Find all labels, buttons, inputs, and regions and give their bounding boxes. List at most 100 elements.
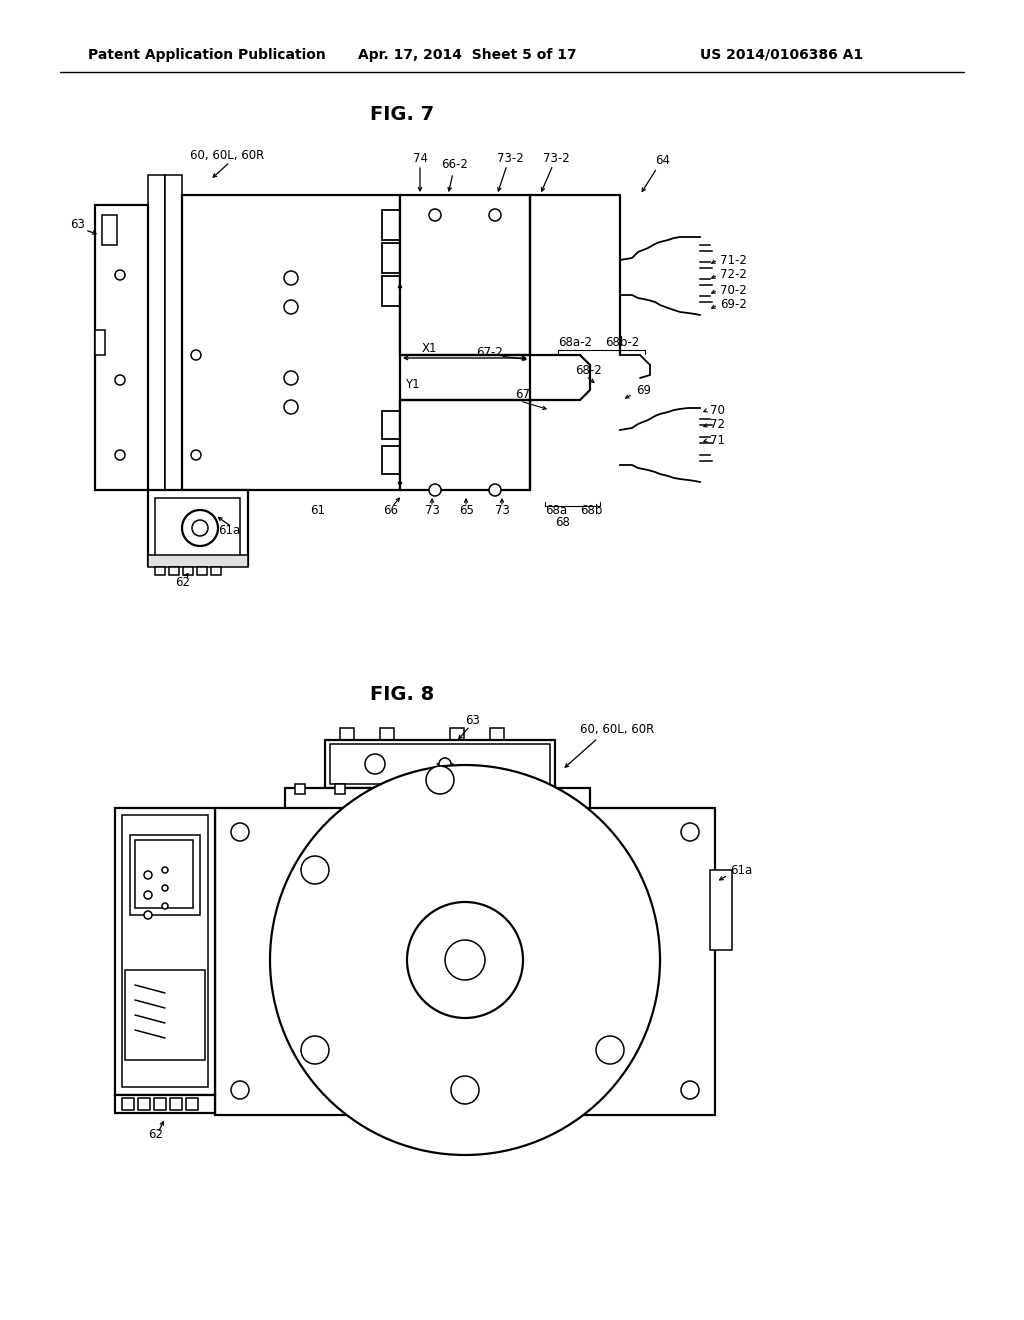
Circle shape <box>681 1081 699 1100</box>
Text: X1: X1 <box>422 342 437 355</box>
Circle shape <box>284 300 298 314</box>
Text: 67-2: 67-2 <box>476 346 503 359</box>
Bar <box>169 568 179 576</box>
Text: 67: 67 <box>515 388 530 401</box>
Circle shape <box>144 911 152 919</box>
Bar <box>295 784 305 795</box>
Text: 68: 68 <box>555 516 570 528</box>
Text: 68a-2: 68a-2 <box>558 337 592 350</box>
Text: 61a: 61a <box>218 524 241 536</box>
Bar <box>325 741 555 788</box>
Bar <box>400 400 530 490</box>
Bar <box>215 808 715 1115</box>
Text: Y1: Y1 <box>406 379 420 392</box>
Circle shape <box>301 1036 329 1064</box>
Bar <box>122 814 208 1086</box>
Text: 63: 63 <box>70 219 85 231</box>
Text: 61a: 61a <box>730 863 753 876</box>
Bar <box>115 808 215 1096</box>
Bar <box>148 490 248 565</box>
Bar <box>211 568 221 576</box>
Bar <box>95 205 148 490</box>
Circle shape <box>191 450 201 459</box>
Bar <box>155 568 165 576</box>
Bar <box>450 729 464 741</box>
Text: 66-2: 66-2 <box>441 158 468 172</box>
Circle shape <box>439 758 451 770</box>
Text: 68a: 68a <box>545 503 567 516</box>
Circle shape <box>144 891 152 899</box>
Circle shape <box>429 484 441 496</box>
Bar <box>335 784 345 795</box>
Bar <box>95 330 105 355</box>
Bar <box>330 744 550 784</box>
Text: 68b: 68b <box>580 503 602 516</box>
Text: 71: 71 <box>710 433 725 446</box>
Text: 60, 60L, 60R: 60, 60L, 60R <box>190 149 264 161</box>
Text: 66: 66 <box>383 503 398 516</box>
Circle shape <box>162 903 168 909</box>
Circle shape <box>191 350 201 360</box>
Circle shape <box>182 510 218 546</box>
Circle shape <box>284 371 298 385</box>
Bar <box>455 784 465 795</box>
Bar <box>154 1098 166 1110</box>
Bar <box>138 1098 150 1110</box>
Text: 72-2: 72-2 <box>720 268 746 281</box>
Text: 65: 65 <box>459 503 474 516</box>
Text: 70: 70 <box>710 404 725 417</box>
Circle shape <box>429 209 441 220</box>
Text: Apr. 17, 2014  Sheet 5 of 17: Apr. 17, 2014 Sheet 5 of 17 <box>358 48 577 62</box>
Bar <box>400 195 530 355</box>
Text: 70-2: 70-2 <box>720 284 746 297</box>
Bar <box>148 176 165 490</box>
Circle shape <box>681 822 699 841</box>
Bar <box>285 788 590 810</box>
Bar <box>130 836 200 915</box>
Circle shape <box>596 1036 624 1064</box>
Text: 73-2: 73-2 <box>543 152 569 165</box>
Text: 68-2: 68-2 <box>575 363 602 376</box>
Circle shape <box>193 520 208 536</box>
Text: 74: 74 <box>413 152 428 165</box>
Bar <box>182 195 400 490</box>
Bar <box>115 1096 215 1113</box>
Circle shape <box>284 400 298 414</box>
Circle shape <box>231 822 249 841</box>
Text: 61: 61 <box>310 503 325 516</box>
Bar <box>122 1098 134 1110</box>
Circle shape <box>301 855 329 884</box>
Circle shape <box>365 754 385 774</box>
Bar <box>197 568 207 576</box>
Bar <box>102 215 117 246</box>
Text: 69-2: 69-2 <box>720 298 746 312</box>
Bar <box>710 870 732 950</box>
Text: 72: 72 <box>710 418 725 432</box>
Text: 73: 73 <box>425 503 440 516</box>
Text: 62: 62 <box>148 1129 163 1142</box>
Circle shape <box>115 450 125 459</box>
Bar <box>170 1098 182 1110</box>
Circle shape <box>162 884 168 891</box>
Text: 62: 62 <box>175 576 190 589</box>
Circle shape <box>489 484 501 496</box>
Text: 73: 73 <box>495 503 510 516</box>
Bar <box>125 970 205 1060</box>
Circle shape <box>115 375 125 385</box>
Text: 69: 69 <box>636 384 651 396</box>
Bar <box>135 840 193 908</box>
Text: FIG. 8: FIG. 8 <box>370 685 434 705</box>
Circle shape <box>407 902 523 1018</box>
Circle shape <box>270 766 660 1155</box>
Circle shape <box>445 940 485 979</box>
Bar <box>500 784 510 795</box>
Bar <box>148 554 248 568</box>
Bar <box>183 568 193 576</box>
Text: 60, 60L, 60R: 60, 60L, 60R <box>580 723 654 737</box>
Circle shape <box>284 271 298 285</box>
Text: Patent Application Publication: Patent Application Publication <box>88 48 326 62</box>
Circle shape <box>162 867 168 873</box>
Circle shape <box>451 1076 479 1104</box>
Text: 64: 64 <box>655 154 670 168</box>
Bar <box>186 1098 198 1110</box>
